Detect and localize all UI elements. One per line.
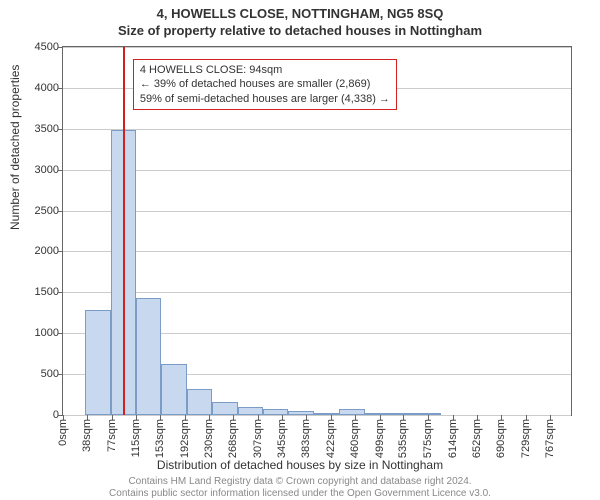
x-tick-label: 153sqm (154, 419, 166, 458)
x-tick-label: 575sqm (422, 419, 434, 458)
y-tick (58, 47, 63, 48)
gridline (63, 211, 571, 212)
x-tick-label: 690sqm (495, 419, 507, 458)
annotation-line: 59% of semi-detached houses are larger (… (140, 92, 390, 106)
x-axis-title: Distribution of detached houses by size … (0, 458, 600, 472)
y-axis-title: Number of detached properties (8, 65, 22, 230)
histogram-bar (288, 411, 313, 415)
chart-footer: Contains HM Land Registry data © Crown c… (0, 476, 600, 500)
y-tick-label: 3000 (35, 164, 59, 176)
x-tick-label: 345sqm (276, 419, 288, 458)
x-tick-label: 422sqm (325, 419, 337, 458)
gridline (63, 170, 571, 171)
x-tick-label: 729sqm (520, 419, 532, 458)
chart-title-line2: Size of property relative to detached ho… (0, 21, 600, 38)
y-tick-label: 4500 (35, 41, 59, 53)
histogram-bar (263, 409, 288, 415)
gridline (63, 415, 571, 416)
property-marker-line (123, 47, 125, 415)
x-tick-label: 307sqm (252, 419, 264, 458)
x-tick-label: 230sqm (203, 419, 215, 458)
annotation-line: ← 39% of detached houses are smaller (2,… (140, 77, 390, 91)
y-tick-label: 2500 (35, 205, 59, 217)
y-tick-label: 4000 (35, 82, 59, 94)
histogram-bar (161, 364, 186, 415)
footer-line: Contains public sector information licen… (0, 488, 600, 500)
gridline (63, 251, 571, 252)
y-tick-label: 2000 (35, 245, 59, 257)
y-tick (58, 251, 63, 252)
gridline (63, 292, 571, 293)
x-tick-label: 0sqm (57, 419, 69, 446)
histogram-bar (85, 310, 110, 415)
chart-plot-area: 4 HOWELLS CLOSE: 94sqm ← 39% of detached… (62, 46, 572, 416)
y-tick (58, 129, 63, 130)
chart-title-line1: 4, HOWELLS CLOSE, NOTTINGHAM, NG5 8SQ (0, 0, 600, 21)
y-tick-label: 1000 (35, 327, 59, 339)
y-tick (58, 374, 63, 375)
x-tick-label: 77sqm (106, 419, 118, 452)
footer-line: Contains HM Land Registry data © Crown c… (0, 476, 600, 488)
y-tick-label: 1500 (35, 286, 59, 298)
y-tick (58, 292, 63, 293)
x-tick-label: 614sqm (447, 419, 459, 458)
histogram-bar (314, 413, 339, 415)
y-tick (58, 170, 63, 171)
x-tick-label: 535sqm (397, 419, 409, 458)
x-tick-label: 499sqm (374, 419, 386, 458)
y-tick (58, 211, 63, 212)
x-tick-label: 767sqm (544, 419, 556, 458)
annotation-line: 4 HOWELLS CLOSE: 94sqm (140, 63, 390, 77)
histogram-bar (339, 409, 364, 415)
gridline (63, 129, 571, 130)
x-tick-label: 460sqm (349, 419, 361, 458)
marker-annotation-box: 4 HOWELLS CLOSE: 94sqm ← 39% of detached… (133, 59, 397, 110)
x-tick-label: 38sqm (81, 419, 93, 452)
histogram-bar (187, 389, 212, 415)
x-tick-label: 383sqm (300, 419, 312, 458)
histogram-bar (238, 407, 263, 415)
y-tick-label: 3500 (35, 123, 59, 135)
histogram-bar (365, 413, 390, 415)
histogram-bar (212, 402, 237, 415)
x-tick-label: 268sqm (227, 419, 239, 458)
x-tick-label: 652sqm (471, 419, 483, 458)
y-tick-label: 500 (41, 368, 59, 380)
y-tick (58, 88, 63, 89)
y-tick (58, 333, 63, 334)
gridline (63, 47, 571, 48)
x-tick-label: 192sqm (179, 419, 191, 458)
x-tick-label: 115sqm (130, 419, 142, 457)
histogram-bar (136, 298, 161, 415)
